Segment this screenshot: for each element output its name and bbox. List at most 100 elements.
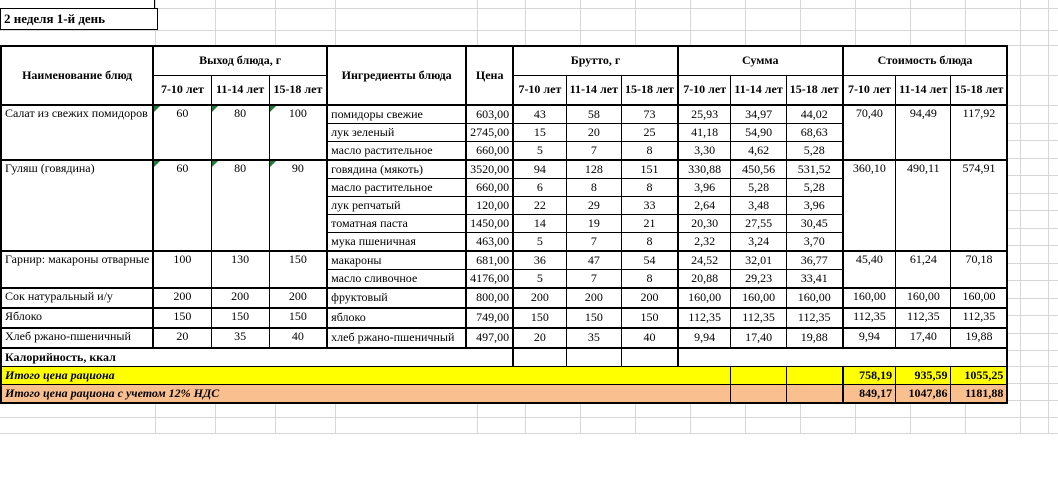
dish-output-cell[interactable]: 150: [210, 307, 270, 329]
dish-cost-cell[interactable]: 45,40: [842, 250, 897, 289]
empty-cell[interactable]: [785, 366, 844, 385]
ingredient-price-cell[interactable]: 120,00: [465, 196, 515, 215]
header-brutto-age-3[interactable]: 15-18 лет: [620, 75, 679, 106]
empty-cell[interactable]: [730, 384, 787, 404]
ingredient-name-cell[interactable]: хлеб ржано-пшеничный: [326, 327, 468, 349]
ingredient-name-cell[interactable]: лук зеленый: [326, 123, 468, 142]
brutto-cell[interactable]: 150: [565, 307, 622, 329]
sum-cell[interactable]: 20,88: [677, 269, 732, 289]
sum-cell[interactable]: 41,18: [677, 123, 732, 142]
dish-cost-cell[interactable]: 70,40: [842, 104, 897, 161]
ingredient-name-cell[interactable]: макароны: [326, 250, 468, 270]
ingredient-price-cell[interactable]: 749,00: [465, 307, 515, 329]
header-brutto-age-1[interactable]: 7-10 лет: [512, 75, 567, 106]
dish-name-cell[interactable]: Сок натуральный и/у: [0, 287, 155, 309]
total-price-label-cell[interactable]: Итого цена рациона: [0, 366, 732, 385]
dish-name-cell[interactable]: Салат из свежих помидоров: [0, 104, 155, 161]
sum-cell[interactable]: 36,77: [785, 250, 844, 270]
sum-cell[interactable]: 4,62: [730, 141, 787, 161]
dish-cost-cell[interactable]: 160,00: [842, 287, 897, 309]
ingredient-price-cell[interactable]: 1450,00: [465, 214, 515, 233]
ingredient-price-cell[interactable]: 660,00: [465, 178, 515, 197]
brutto-cell[interactable]: 29: [565, 196, 622, 215]
sum-cell[interactable]: 3,48: [730, 196, 787, 215]
ingredient-price-cell[interactable]: 2745,00: [465, 123, 515, 142]
dish-output-cell[interactable]: 20: [152, 327, 212, 349]
sum-cell[interactable]: 27,55: [730, 214, 787, 233]
header-brutto-age-2[interactable]: 11-14 лет: [565, 75, 622, 106]
header-sum-age-1[interactable]: 7-10 лет: [677, 75, 732, 106]
ingredient-name-cell[interactable]: фруктовый: [326, 287, 468, 309]
dish-cost-cell[interactable]: 17,40: [895, 327, 952, 349]
sum-cell[interactable]: 19,88: [785, 327, 844, 349]
brutto-cell[interactable]: 200: [620, 287, 679, 309]
dish-output-cell[interactable]: 200: [152, 287, 212, 309]
header-price[interactable]: Цена: [465, 45, 515, 106]
dish-name-cell[interactable]: Гуляш (говядина): [0, 159, 155, 252]
brutto-cell[interactable]: 73: [620, 104, 679, 124]
empty-cell[interactable]: [565, 347, 622, 367]
header-brutto-group[interactable]: Брутто, г: [512, 45, 679, 76]
ingredient-name-cell[interactable]: яблоко: [326, 307, 468, 329]
header-cost-group[interactable]: Стоимость блюда: [842, 45, 1009, 76]
ingredient-price-cell[interactable]: 800,00: [465, 287, 515, 309]
ingredient-price-cell[interactable]: 681,00: [465, 250, 515, 270]
ingredient-price-cell[interactable]: 4176,00: [465, 269, 515, 289]
brutto-cell[interactable]: 21: [620, 214, 679, 233]
dish-output-cell[interactable]: 200: [268, 287, 329, 309]
sum-cell[interactable]: 160,00: [730, 287, 787, 309]
sum-cell[interactable]: 5,28: [730, 178, 787, 197]
dish-output-cell[interactable]: 150: [268, 250, 329, 289]
dish-name-cell[interactable]: Гарнир: макароны отварные: [0, 250, 155, 289]
ingredient-price-cell[interactable]: 660,00: [465, 141, 515, 161]
dish-output-cell[interactable]: 100: [268, 104, 329, 161]
brutto-cell[interactable]: 8: [620, 141, 679, 161]
total-price-7-10[interactable]: 758,19: [842, 366, 897, 385]
brutto-cell[interactable]: 8: [620, 178, 679, 197]
sum-cell[interactable]: 160,00: [785, 287, 844, 309]
dish-name-cell[interactable]: Яблоко: [0, 307, 155, 329]
dish-output-cell[interactable]: 100: [152, 250, 212, 289]
header-sum-age-3[interactable]: 15-18 лет: [785, 75, 844, 106]
header-cost-age-2[interactable]: 11-14 лет: [895, 75, 952, 106]
sum-cell[interactable]: 3,70: [785, 232, 844, 252]
sum-cell[interactable]: 9,94: [677, 327, 732, 349]
brutto-cell[interactable]: 7: [565, 232, 622, 252]
brutto-cell[interactable]: 8: [565, 178, 622, 197]
total-price-11-14[interactable]: 935,59: [895, 366, 952, 385]
brutto-cell[interactable]: 14: [512, 214, 567, 233]
dish-output-cell[interactable]: 40: [268, 327, 329, 349]
empty-cell[interactable]: [620, 347, 679, 367]
brutto-cell[interactable]: 7: [565, 269, 622, 289]
brutto-cell[interactable]: 5: [512, 141, 567, 161]
brutto-cell[interactable]: 33: [620, 196, 679, 215]
ingredient-name-cell[interactable]: говядина (мякоть): [326, 159, 468, 179]
total-price-vat-7-10[interactable]: 849,17: [842, 384, 897, 404]
sum-cell[interactable]: 54,90: [730, 123, 787, 142]
dish-cost-cell[interactable]: 112,35: [895, 307, 952, 329]
brutto-cell[interactable]: 15: [512, 123, 567, 142]
brutto-cell[interactable]: 151: [620, 159, 679, 179]
ingredient-name-cell[interactable]: масло растительное: [326, 141, 468, 161]
brutto-cell[interactable]: 200: [565, 287, 622, 309]
sum-cell[interactable]: 20,30: [677, 214, 732, 233]
header-sum-group[interactable]: Сумма: [677, 45, 844, 76]
brutto-cell[interactable]: 35: [565, 327, 622, 349]
dish-output-cell[interactable]: 200: [210, 287, 270, 309]
ingredient-name-cell[interactable]: мука пшеничная: [326, 232, 468, 252]
brutto-cell[interactable]: 47: [565, 250, 622, 270]
header-cost-age-3[interactable]: 15-18 лет: [950, 75, 1009, 106]
dish-cost-cell[interactable]: 70,18: [950, 250, 1009, 289]
brutto-cell[interactable]: 94: [512, 159, 567, 179]
empty-cell[interactable]: [512, 347, 567, 367]
header-output-age-1[interactable]: 7-10 лет: [152, 75, 212, 106]
total-price-vat-label-cell[interactable]: Итого цена рациона с учетом 12% НДС: [0, 384, 732, 404]
dish-output-cell[interactable]: 150: [152, 307, 212, 329]
dish-cost-cell[interactable]: 9,94: [842, 327, 897, 349]
dish-cost-cell[interactable]: 160,00: [950, 287, 1009, 309]
dish-cost-cell[interactable]: 360,10: [842, 159, 897, 252]
empty-merged-cell[interactable]: [677, 347, 1009, 367]
sum-cell[interactable]: 68,63: [785, 123, 844, 142]
brutto-cell[interactable]: 7: [565, 141, 622, 161]
sum-cell[interactable]: 5,28: [785, 141, 844, 161]
